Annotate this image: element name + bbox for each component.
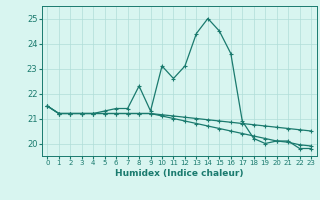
X-axis label: Humidex (Indice chaleur): Humidex (Indice chaleur) [115,169,244,178]
